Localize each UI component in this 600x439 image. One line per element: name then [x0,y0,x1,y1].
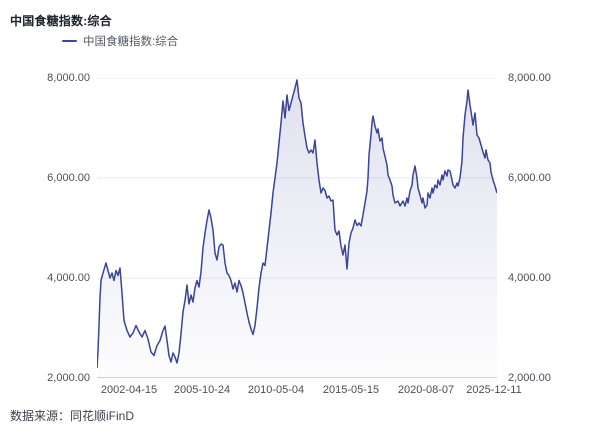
y-axis-tick-label-left: 6,000.00 [47,172,90,184]
y-axis-tick-label-left: 2,000.00 [47,372,90,384]
y-axis-tick-label-left: 8,000.00 [47,72,90,84]
x-axis-tick-label: 2020-08-07 [397,384,455,396]
x-axis-tick-label: 2010-05-04 [247,384,305,396]
legend-item[interactable]: 中国食糖指数:综合 [62,34,178,48]
y-axis-tick-label-right: 4,000.00 [508,272,551,284]
x-axis-tick-label: 2005-10-24 [173,384,231,396]
x-axis-tick-label: 2015-05-15 [322,384,380,396]
data-source: 数据来源：同花顺iFinD [10,409,135,423]
y-axis-tick-label-left: 4,000.00 [47,272,90,284]
series-line [97,79,497,369]
x-axis-tick-label: 2025-12-11 [466,384,522,396]
line-chart-plot[interactable] [97,78,497,378]
chart-area: 8,000.00 8,000.00 6,000.00 6,000.00 4,000.00… [47,72,551,396]
y-axis-tick-label-right: 6,000.00 [508,172,551,184]
page-title: 中国食糖指数:综合 [10,14,112,28]
legend-label: 中国食糖指数:综合 [83,36,179,48]
legend-line-icon [62,40,77,42]
y-axis-tick-label-right: 2,000.00 [508,372,551,384]
series-area-fill [97,80,497,378]
x-axis-tick-label: 2002-04-15 [100,384,158,396]
y-axis-tick-label-right: 8,000.00 [508,72,551,84]
